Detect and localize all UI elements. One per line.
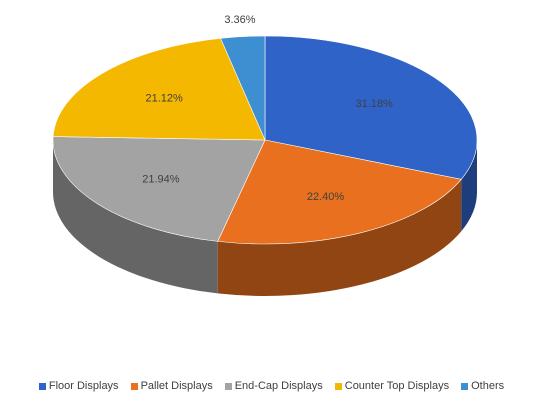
legend-item: Pallet Displays [130,380,213,392]
legend-label: Pallet Displays [140,380,213,392]
legend-swatch [334,382,342,390]
data-label: 3.36% [224,14,255,26]
legend-label: Others [471,380,505,392]
legend-item: Counter Top Displays [334,380,450,392]
slice [52,136,266,242]
slice [220,35,266,141]
data-label: 21.12% [145,93,183,105]
legend-swatch [461,382,469,390]
legend-item: Floor Displays [38,380,119,392]
slice-side [461,140,477,232]
legend-label: Counter Top Displays [344,380,450,392]
legend: Floor Displays Pallet Displays End-Cap Dis… [0,380,543,392]
legend-label: Floor Displays [48,380,119,392]
slice [52,37,266,141]
legend-swatch [38,382,46,390]
legend-item: End-Cap Displays [224,380,323,392]
slice [217,139,462,245]
data-label: 22.40% [307,191,345,203]
legend-label: End-Cap Displays [234,380,323,392]
slice [264,35,478,180]
data-label: 31.18% [355,98,393,110]
data-label: 21.94% [142,173,180,185]
slice-side [53,140,218,294]
legend-item: Others [461,380,504,392]
legend-swatch [130,382,138,390]
chart: 31.18% 22.40% 21.94% 21.12% 3.36% [52,14,478,297]
legend-swatch [224,382,232,390]
